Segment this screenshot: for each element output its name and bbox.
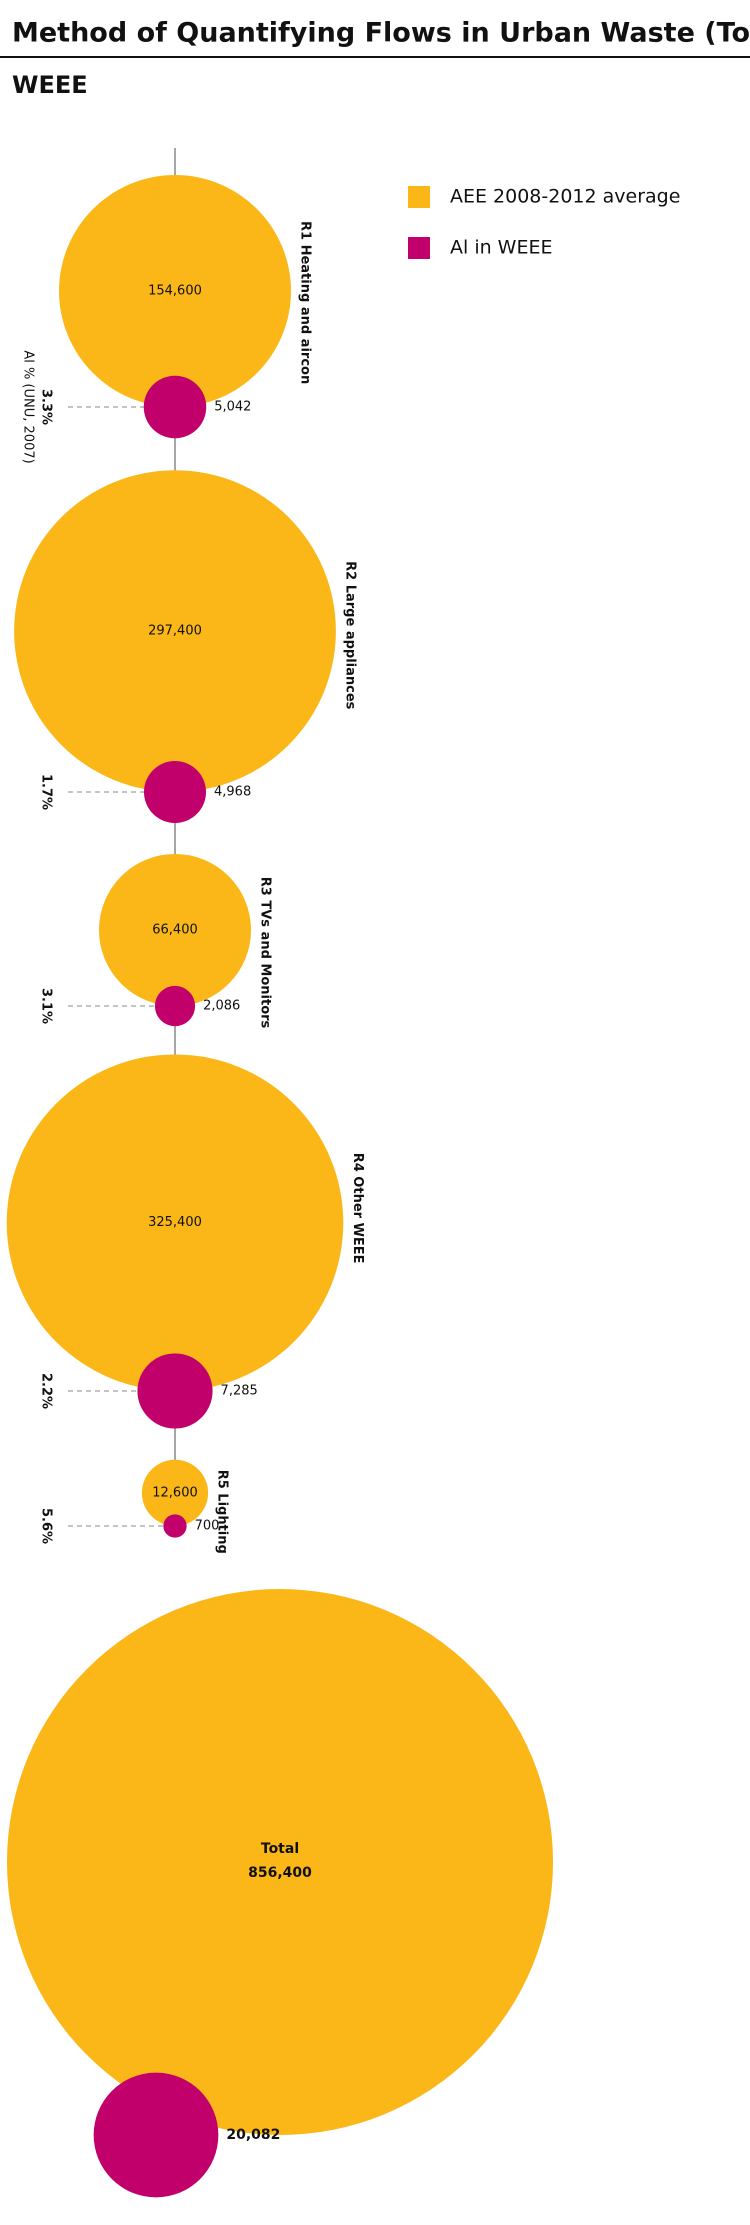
total-al-value-label: 20,082 — [226, 2127, 280, 2143]
al-value-label: 4,968 — [214, 785, 251, 800]
percent-label: 3.1% — [39, 988, 54, 1024]
aee-value-label: 66,400 — [152, 922, 198, 937]
aee-value-label: 297,400 — [148, 624, 202, 639]
al-value-label: 700 — [195, 1519, 220, 1534]
al-value-label: 2,086 — [203, 999, 240, 1014]
aee-bubble — [98, 853, 252, 1006]
category-label: R3 TVs and Monitors — [258, 877, 273, 1029]
total-label: Total — [261, 1841, 299, 1857]
aee-value-label: 154,600 — [148, 284, 202, 299]
category-label: R2 Large appliances — [342, 561, 357, 710]
percent-axis-label: Al % (UNU, 2007) — [21, 350, 36, 463]
total-aee-bubble — [7, 1589, 553, 2135]
legend-label: AEE 2008-2012 average — [450, 186, 680, 208]
total-aee-value-label: 856,400 — [248, 1865, 312, 1881]
percent-label: 5.6% — [39, 1508, 54, 1544]
legend-label: Al in WEEE — [450, 237, 552, 259]
chart-title: Method of Quantifying Flows in Urban Was… — [12, 18, 750, 49]
category-label: R4 Other WEEE — [350, 1153, 365, 1264]
aee-value-label: 325,400 — [148, 1215, 202, 1230]
al-bubble — [137, 1353, 213, 1429]
aee-bubble — [14, 470, 336, 792]
percent-label: 3.3% — [39, 389, 54, 425]
al-value-label: 5,042 — [214, 400, 251, 415]
aee-bubble — [141, 1459, 209, 1526]
total-al-bubble — [93, 2072, 219, 2198]
chart-subtitle: WEEE — [12, 71, 88, 99]
al-bubble — [143, 760, 207, 824]
category-label: R5 Lighting — [215, 1470, 230, 1554]
legend-swatch — [408, 237, 430, 259]
percent-label: 2.2% — [39, 1373, 54, 1409]
al-bubble — [154, 985, 196, 1027]
al-value-label: 7,285 — [221, 1384, 258, 1399]
al-bubble — [143, 375, 207, 439]
percent-label: 1.7% — [39, 774, 54, 810]
aee-value-label: 12,600 — [152, 1485, 198, 1500]
aee-bubble — [59, 175, 291, 407]
aee-bubble — [6, 1054, 344, 1392]
legend-swatch — [408, 186, 430, 208]
al-bubble — [163, 1514, 187, 1538]
category-label: R1 Heating and aircon — [297, 221, 312, 384]
